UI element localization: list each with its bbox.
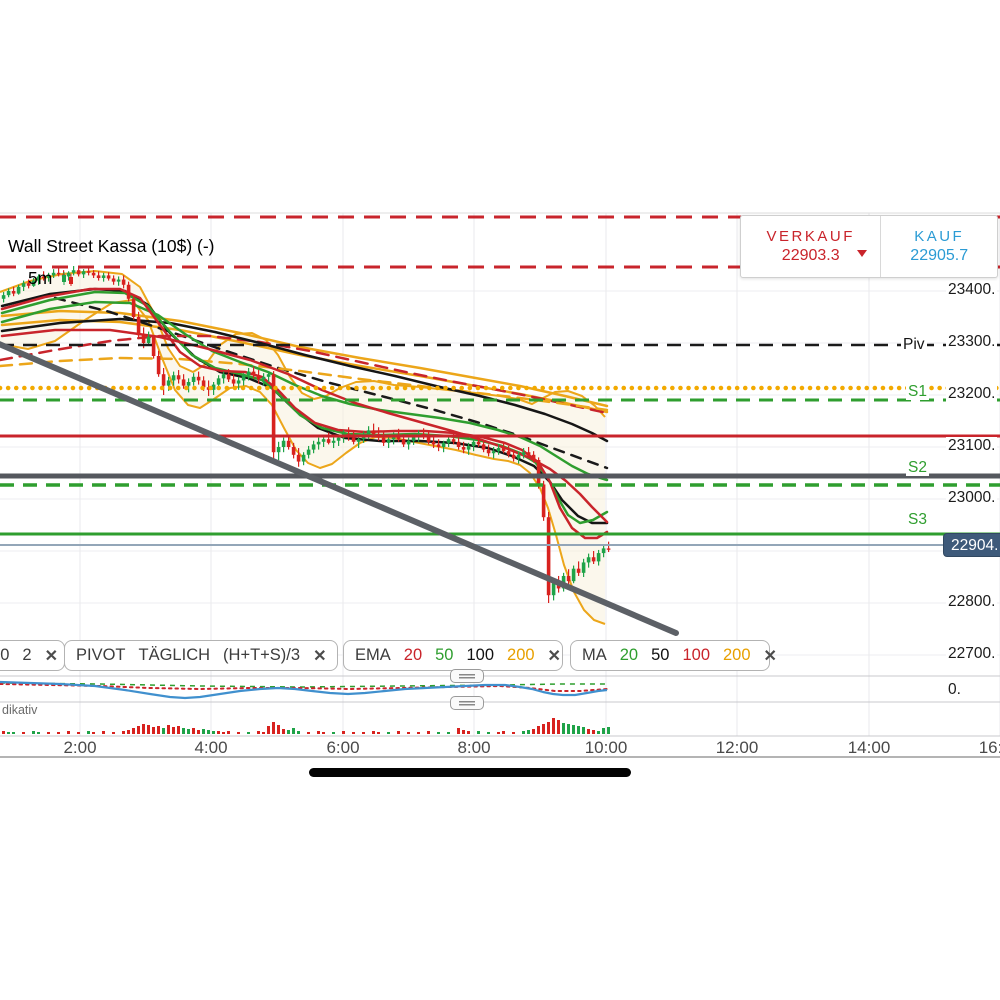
sell-price: 22903.3 (781, 247, 840, 264)
price-axis-label: 23300. (946, 333, 998, 351)
price-axis-label: 22700. (946, 645, 998, 663)
pivot-level-label-s1: S1 (906, 383, 929, 400)
indicator-zero-label: 0. (946, 681, 963, 699)
sell-label: VERKAUF (766, 228, 855, 245)
chip-segment: TÄGLICH (138, 646, 211, 664)
chip-segment: MA (582, 646, 607, 664)
current-price-badge: 22904. (943, 533, 1000, 557)
chip-segment: 20 (403, 646, 423, 664)
price-axis-label: 22800. (946, 593, 998, 611)
pane-borders (0, 675, 1000, 758)
pivot-level-label-s2: S2 (906, 459, 929, 476)
remove-indicator-icon[interactable]: ✕ (44, 647, 58, 665)
timeframe-candle-icon (62, 272, 73, 286)
chip-segment: 0 (0, 646, 10, 664)
chip-segment: PIVOT (76, 646, 126, 664)
time-axis-label: 6:00 (326, 738, 360, 757)
instrument-title: Wall Street Kassa (10$) (-) (8, 236, 215, 256)
pane-resize-handle[interactable] (450, 696, 484, 710)
candlesticks (1, 266, 611, 603)
indicator-pane-2 (2, 718, 610, 734)
pane-resize-handle[interactable] (450, 669, 484, 683)
time-axis-label: 12:00 (715, 738, 759, 757)
indicator2-label: dikativ (2, 703, 38, 717)
sell-button[interactable]: VERKAUF 22903.3 (741, 216, 882, 277)
time-axis-label: 14:00 (847, 738, 891, 757)
time-axis-label: 2:00 (63, 738, 97, 757)
chip-segment: (H+T+S)/3 (223, 646, 301, 664)
indicator-chip-ema[interactable]: EMA 20 50 100 200 ✕ (343, 640, 563, 671)
chip-segment: 50 (651, 646, 670, 664)
buy-label: KAUF (914, 228, 965, 245)
chip-segment: 2 (22, 646, 32, 664)
remove-indicator-icon[interactable]: ✕ (763, 647, 777, 665)
buy-price: 22905.7 (910, 247, 969, 264)
time-axis-label: 4:00 (194, 738, 228, 757)
chip-segment: 50 (435, 646, 454, 664)
chip-segment: 200 (507, 646, 535, 664)
chip-segment: 100 (466, 646, 495, 664)
pivot-level-label-piv: Piv (901, 336, 927, 353)
trendline (0, 341, 679, 636)
time-axis-label: 10:00 (584, 738, 628, 757)
buy-button[interactable]: KAUF 22905.7 (881, 216, 997, 277)
indicator-chip-bollinger-partial[interactable]: 0 2 ✕ (0, 640, 65, 671)
chip-segment: 200 (723, 646, 751, 664)
home-indicator (309, 768, 631, 777)
chip-segment: 100 (682, 646, 710, 664)
remove-indicator-icon[interactable]: ✕ (547, 647, 561, 665)
price-axis-label: 23100. (946, 437, 998, 455)
indicator-chip-pivot-daily[interactable]: PIVOT TÄGLICH (H+T+S)/3 ✕ (64, 640, 338, 671)
time-axis-label: 16:00 (978, 738, 1000, 757)
remove-indicator-icon[interactable]: ✕ (313, 647, 327, 665)
price-axis-label: 23400. (946, 281, 998, 299)
chip-segment: EMA (355, 646, 391, 664)
pivot-level-label-s3: S3 (906, 511, 929, 528)
indicator-pane-1 (0, 680, 608, 700)
chip-segment: 20 (619, 646, 639, 664)
price-levels (0, 215, 1000, 546)
order-ticket: VERKAUF 22903.3 KAUF 22905.7 (740, 215, 998, 278)
time-axis-label: 8:00 (457, 738, 491, 757)
sell-direction-arrow-icon (857, 250, 868, 257)
price-axis-label: 23200. (946, 385, 998, 403)
timeframe-label[interactable]: 5m (28, 268, 53, 288)
price-axis-label: 23000. (946, 489, 998, 507)
indicator-chip-ma[interactable]: MA 20 50 100 200 ✕ (570, 640, 777, 671)
